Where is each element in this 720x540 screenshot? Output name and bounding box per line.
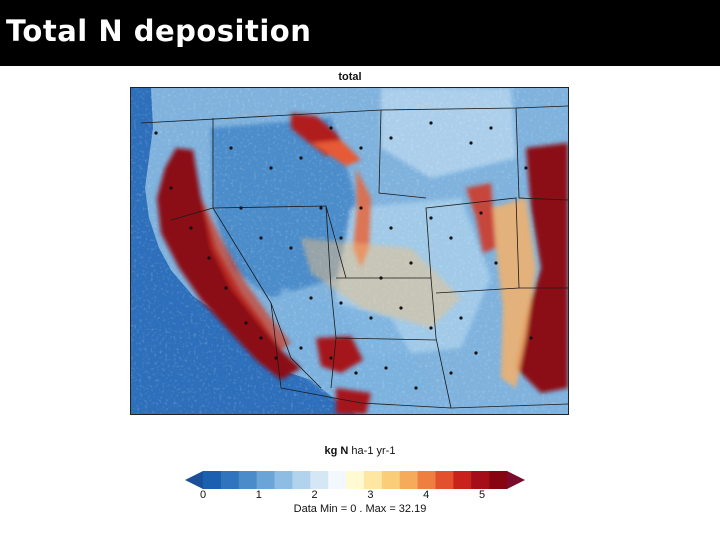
- colorbar-swatch: [435, 471, 454, 489]
- colorbar-swatch: [328, 471, 347, 489]
- colorbar-swatch: [203, 471, 222, 489]
- colorbar-tick-label: 0: [199, 489, 207, 501]
- colorbar-swatch: [471, 471, 490, 489]
- colorbar-swatch: [489, 471, 508, 489]
- colorbar-over-arrow: [507, 471, 525, 489]
- state-boundaries: [140, 105, 568, 409]
- arizona-hotspot: [316, 336, 363, 373]
- slide-title: Total N deposition: [6, 14, 312, 48]
- colorbar-tick-label: 4: [423, 489, 430, 501]
- east-plains-edge: [491, 198, 536, 388]
- colorbar-swatch: [346, 471, 365, 489]
- south-hotspot: [336, 388, 371, 414]
- colorbar-tick-label: 2: [311, 489, 318, 501]
- colorbar-units: kg N ha-1 yr-1: [0, 445, 720, 457]
- colorbar-swatch: [310, 471, 329, 489]
- colorbar-swatch: [381, 471, 401, 489]
- colorbar-tick-label: 5: [478, 489, 486, 501]
- data-min-max: Data Min = 0 . Max = 32.19: [293, 503, 427, 515]
- map-panel-title: total: [338, 71, 362, 83]
- title-bar: Total N deposition: [0, 0, 720, 66]
- northern-hotspot-2: [311, 140, 361, 166]
- california-hotspot: [157, 148, 301, 380]
- california-edge: [201, 198, 291, 350]
- units-rest: ha-1 yr-1: [348, 445, 396, 457]
- colorbar-swatch: [220, 471, 240, 489]
- utah-corridor: [353, 168, 371, 268]
- colorbar-tick-label: 1: [255, 489, 262, 501]
- east-plains-hotspot: [516, 143, 568, 393]
- colorbar-swatch: [256, 471, 275, 489]
- colorbar-swatch: [238, 471, 257, 489]
- colorbar-swatch: [399, 471, 418, 489]
- colorbar-swatch: [417, 471, 436, 489]
- units-bold: kg N: [324, 445, 349, 457]
- colorbar: [185, 471, 525, 489]
- colorbar-swatch: [363, 471, 383, 489]
- site-markers: [154, 121, 533, 390]
- colorbar-swatch: [453, 471, 472, 489]
- colorado-front: [466, 183, 496, 253]
- colorbar-tick-label: 3: [367, 489, 374, 501]
- colorbar-swatch: [274, 471, 293, 489]
- deposition-map: [130, 87, 569, 415]
- colorbar-under-arrow: [185, 471, 203, 489]
- colorbar-swatch: [292, 471, 311, 489]
